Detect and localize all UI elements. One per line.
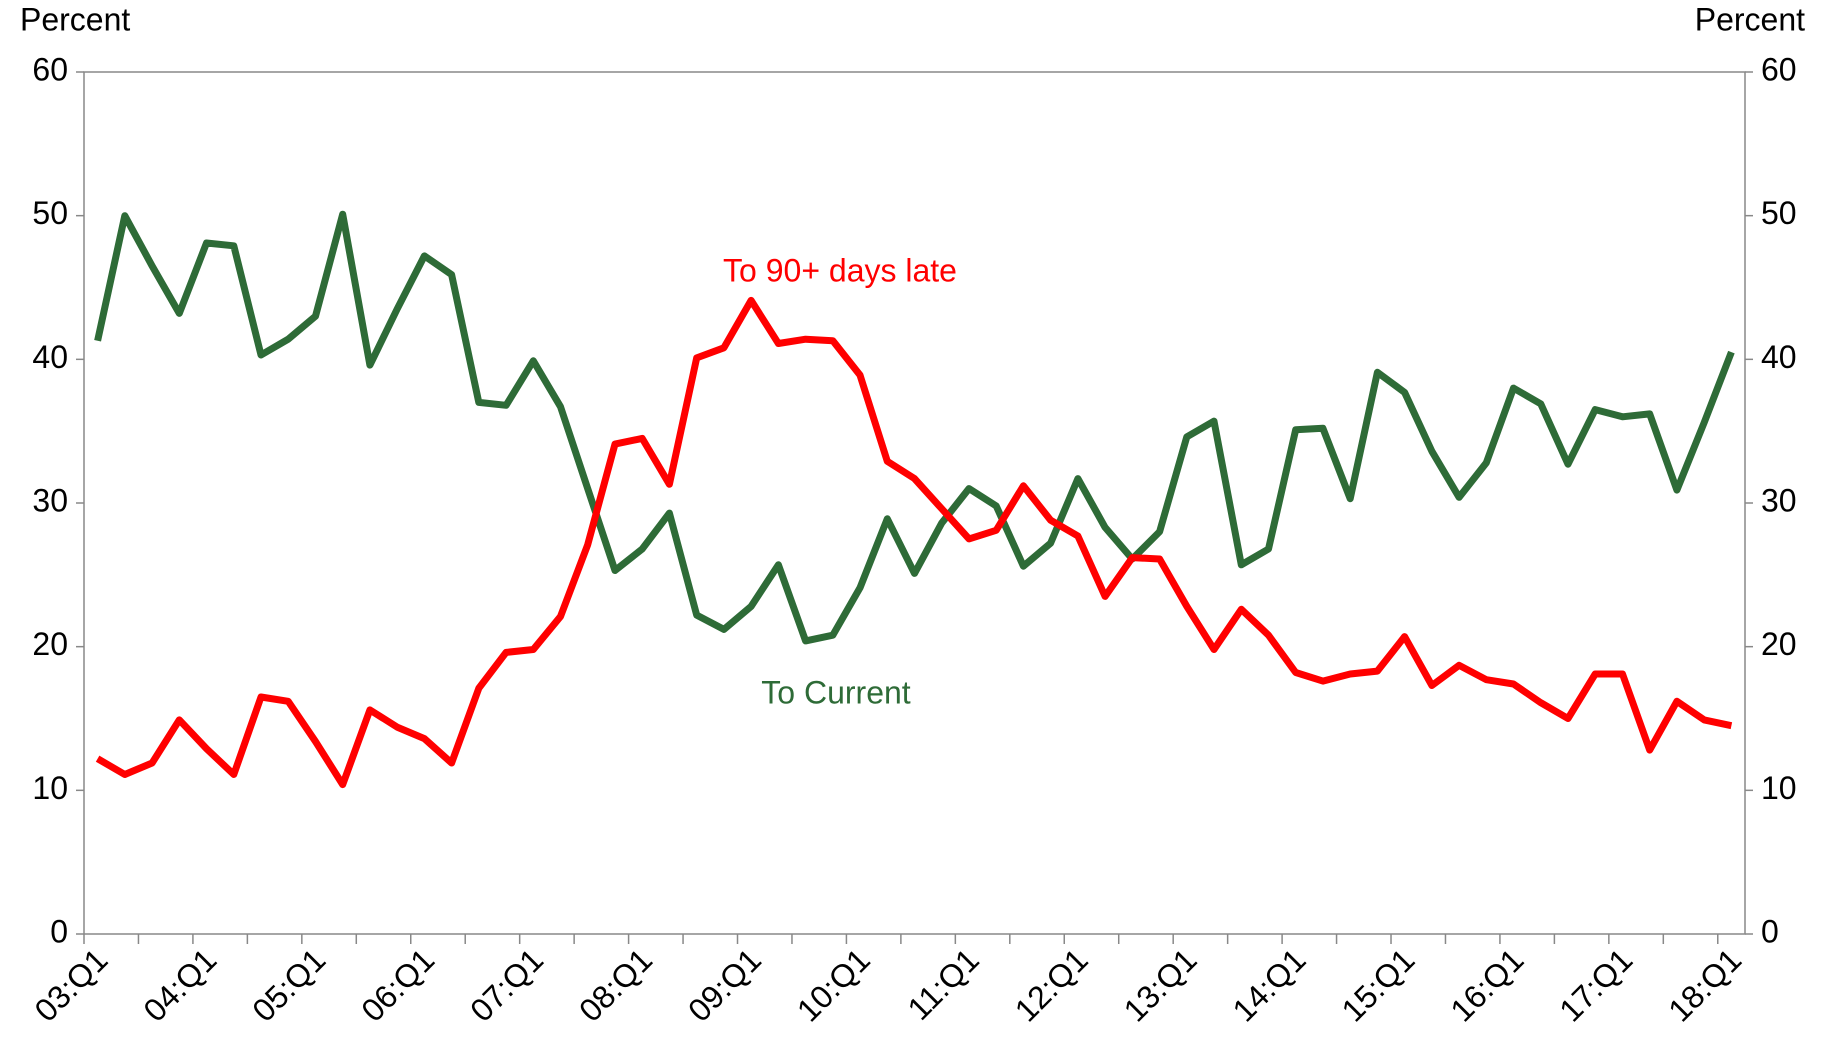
y2-tick-label: 0 — [1761, 913, 1779, 949]
x-tick-label: 18:Q1 — [1661, 941, 1748, 1028]
x-tick-label: 03:Q1 — [27, 941, 114, 1028]
y2-tick-label: 30 — [1761, 482, 1797, 518]
x-tick-label: 17:Q1 — [1552, 941, 1639, 1028]
series-label: To Current — [761, 674, 911, 710]
series-line — [94, 210, 1735, 645]
y-tick-label: 40 — [32, 339, 68, 375]
y2-tick-label: 60 — [1761, 51, 1797, 87]
x-tick-label: 07:Q1 — [463, 941, 550, 1028]
x-tick-label: 15:Q1 — [1334, 941, 1421, 1028]
x-tick-label: 06:Q1 — [354, 941, 441, 1028]
x-tick-label: 12:Q1 — [1008, 941, 1095, 1028]
y2-tick-label: 50 — [1761, 195, 1797, 231]
y-tick-label: 20 — [32, 626, 68, 662]
x-tick-label: 04:Q1 — [136, 941, 223, 1028]
y-tick-label: 50 — [32, 195, 68, 231]
y-tick-label: 10 — [32, 770, 68, 806]
x-tick-label: 10:Q1 — [790, 941, 877, 1028]
y-axis-label: Percent — [20, 1, 130, 37]
series-label: To 90+ days late — [723, 252, 957, 288]
y2-tick-label: 10 — [1761, 770, 1797, 806]
x-tick-label: 16:Q1 — [1443, 941, 1530, 1028]
series-line — [95, 296, 1733, 789]
y2-tick-label: 20 — [1761, 626, 1797, 662]
x-tick-label: 09:Q1 — [681, 941, 768, 1028]
plot-frame — [83, 71, 1746, 935]
x-tick-label: 11:Q1 — [900, 941, 985, 1026]
x-tick-label: 08:Q1 — [572, 941, 659, 1028]
y2-axis-label: Percent — [1695, 1, 1805, 37]
x-tick-label: 14:Q1 — [1226, 941, 1313, 1028]
x-tick-label: 13:Q1 — [1117, 941, 1204, 1028]
x-tick-label: 05:Q1 — [245, 941, 332, 1028]
y-tick-label: 0 — [50, 913, 68, 949]
y-tick-label: 60 — [32, 51, 68, 87]
y2-tick-label: 40 — [1761, 339, 1797, 375]
y-tick-label: 30 — [32, 482, 68, 518]
